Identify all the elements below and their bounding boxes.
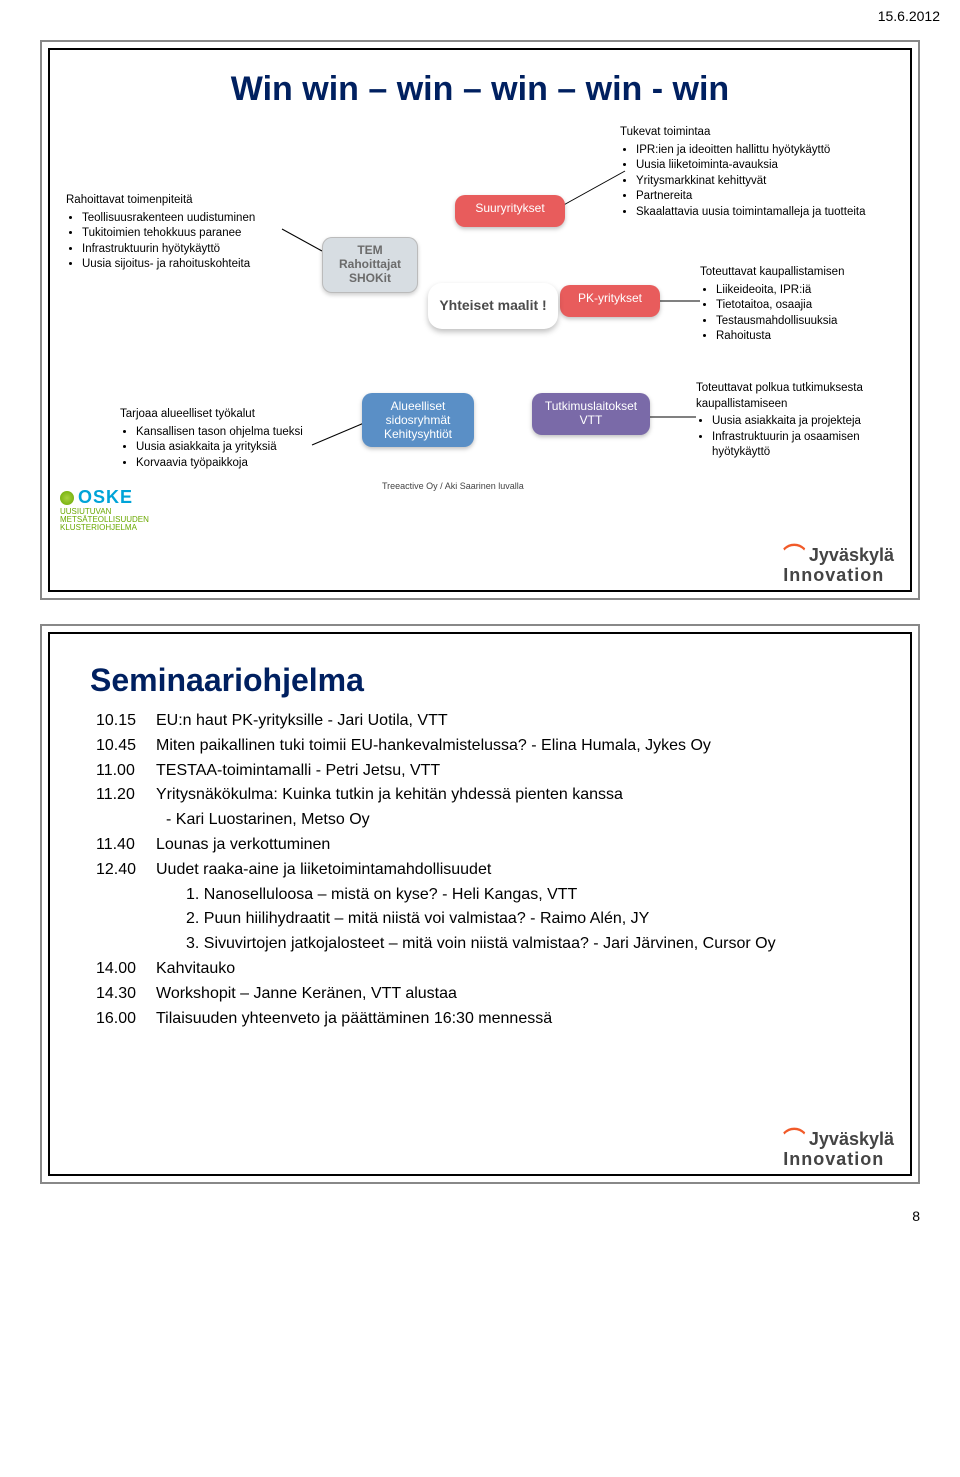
schedule-text: Lounas ja verkottuminen [156,833,330,858]
slide-1: Win win – win – win – win - win Rahoitta… [40,40,920,600]
annot-top-left: Rahoittavat toimenpiteitä Teollisuusrake… [66,193,282,273]
jkl-line1: Jyväskylä [809,545,894,565]
annot-item: Teollisuusrakenteen uudistuminen [82,211,282,227]
schedule-text: Kahvitauko [156,957,235,982]
swoosh-icon: ⌒ [783,538,805,570]
diagram: Rahoittavat toimenpiteitä Teollisuusrake… [60,125,900,555]
annot-item: Uusia liiketoiminta-avauksia [636,158,880,174]
schedule-text: Uudet raaka-aine ja liiketoimintamahdoll… [156,858,491,883]
node-suur: Suuryritykset [455,195,565,227]
credit-text: Treeactive Oy / Aki Saarinen luvalla [382,481,524,491]
oske-sub3: KLUSTERIOHJELMA [60,524,149,532]
annot-lead: Toteuttavat kaupallistamisen [700,265,900,281]
swoosh-icon: ⌒ [783,1122,805,1154]
annot-bot-right: Toteuttavat polkua tutkimuksesta kaupall… [696,381,906,461]
node-pk: PK-yritykset [560,285,660,317]
annot-item: Uusia asiakkaita ja yrityksiä [136,440,330,456]
node-center: Yhteiset maalit ! [428,283,558,329]
annot-item: Uusia sijoitus- ja rahoituskohteita [82,257,282,273]
annot-top-right: Tukevat toimintaa IPR:ien ja ideoitten h… [620,125,880,220]
oske-logo-text: OSKE [78,487,133,508]
schedule-time: 12.40 [96,858,146,883]
page-date: 15.6.2012 [0,0,960,28]
slide2-title: Seminaariohjelma [90,662,900,699]
oske-logo: OSKE UUSIUTUVAN METSÄTEOLLISUUDEN KLUSTE… [60,487,149,532]
schedule-row: 11.00 TESTAA-toimintamalli - Petri Jetsu,… [96,759,872,784]
schedule-row: 14.00 Kahvitauko [96,957,872,982]
annot-item: Partnereita [636,189,880,205]
slide1-title: Win win – win – win – win - win [60,70,900,109]
schedule-time: 10.45 [96,734,146,759]
jkl-innovation-logo: ⌒ Jyväskylä Innovation [783,1120,894,1168]
annot-item: Infrastruktuurin hyötykäyttö [82,242,282,258]
schedule-row: 14.30 Workshopit – Janne Keränen, VTT alu… [96,982,872,1007]
schedule-row: 16.00 Tilaisuuden yhteenveto ja päättämin… [96,1007,872,1032]
schedule-text: Workshopit – Janne Keränen, VTT alustaa [156,982,457,1007]
annot-item: Kansallisen tason ohjelma tueksi [136,425,330,441]
annot-lead: Toteuttavat polkua tutkimuksesta kaupall… [696,381,906,412]
jkl-line1: Jyväskylä [809,1129,894,1149]
annot-lead: Tarjoaa alueelliset työkalut [120,407,330,423]
schedule-time: 11.00 [96,759,146,784]
annot-item: Infrastruktuurin ja osaamisen hyötykäytt… [712,430,906,461]
node-tem: TEMRahoittajatSHOKit [322,237,418,293]
annot-lead: Tukevat toimintaa [620,125,880,141]
schedule-text: Tilaisuuden yhteenveto ja päättäminen 16… [156,1007,552,1032]
annot-item: Korvaavia työpaikkoja [136,456,330,472]
node-tutk: TutkimuslaitoksetVTT [532,393,650,435]
schedule-text: Miten paikallinen tuki toimii EU-hankeva… [156,734,711,759]
schedule-time: 14.30 [96,982,146,1007]
schedule-row: - Kari Luostarinen, Metso Oy [96,808,872,833]
schedule-text: Yritysnäkökulma: Kuinka tutkin ja kehitä… [156,783,623,808]
schedule-row: 10.15 EU:n haut PK-yrityksille - Jari Uot… [96,709,872,734]
schedule-row: 2. Puun hiilihydraatit – mitä niistä voi… [96,907,872,932]
annot-item: Testausmahdollisuuksia [716,314,900,330]
annot-bot-left: Tarjoaa alueelliset työkalut Kansallisen… [120,407,330,471]
schedule-text: TESTAA-toimintamalli - Petri Jetsu, VTT [156,759,440,784]
schedule-time: 10.15 [96,709,146,734]
logos-row: OSKE UUSIUTUVAN METSÄTEOLLISUUDEN KLUSTE… [60,487,149,532]
annot-mid-right: Toteuttavat kaupallistamisen Liikeideoit… [700,265,900,345]
schedule-row: 3. Sivuvirtojen jatkojalosteet – mitä vo… [96,932,872,957]
annot-item: Tukitoimien tehokkuus paranee [82,226,282,242]
schedule-time: 14.00 [96,957,146,982]
annot-item: IPR:ien ja ideoitten hallittu hyötykäytt… [636,143,880,159]
annot-item: Skaalattavia uusia toimintamalleja ja tu… [636,205,880,221]
schedule-row: 12.40 Uudet raaka-aine ja liiketoimintama… [96,858,872,883]
annot-lead: Rahoittavat toimenpiteitä [66,193,282,209]
schedule-list: 10.15 EU:n haut PK-yrityksille - Jari Uot… [96,709,872,1031]
annot-item: Rahoitusta [716,329,900,345]
annot-item: Liikeideoita, IPR:iä [716,283,900,299]
schedule-time: 16.00 [96,1007,146,1032]
schedule-time: 11.40 [96,833,146,858]
schedule-row: 10.45 Miten paikallinen tuki toimii EU-ha… [96,734,872,759]
jkl-innovation-logo: ⌒ Jyväskylä Innovation [783,536,894,584]
schedule-row: 11.20 Yritysnäkökulma: Kuinka tutkin ja k… [96,783,872,808]
slide-2: Seminaariohjelma 10.15 EU:n haut PK-yrity… [40,624,920,1184]
schedule-row: 1. Nanoselluloosa – mistä on kyse? - Hel… [96,883,872,908]
annot-item: Uusia asiakkaita ja projekteja [712,414,906,430]
page-number: 8 [0,1208,960,1236]
node-alue: AlueellisetsidosryhmätKehitysyhtiöt [362,393,474,447]
schedule-row: 11.40 Lounas ja verkottuminen [96,833,872,858]
annot-item: Tietotaitoa, osaajia [716,298,900,314]
annot-item: Yritysmarkkinat kehittyvät [636,174,880,190]
schedule-time: 11.20 [96,783,146,808]
schedule-text: EU:n haut PK-yrityksille - Jari Uotila, … [156,709,448,734]
